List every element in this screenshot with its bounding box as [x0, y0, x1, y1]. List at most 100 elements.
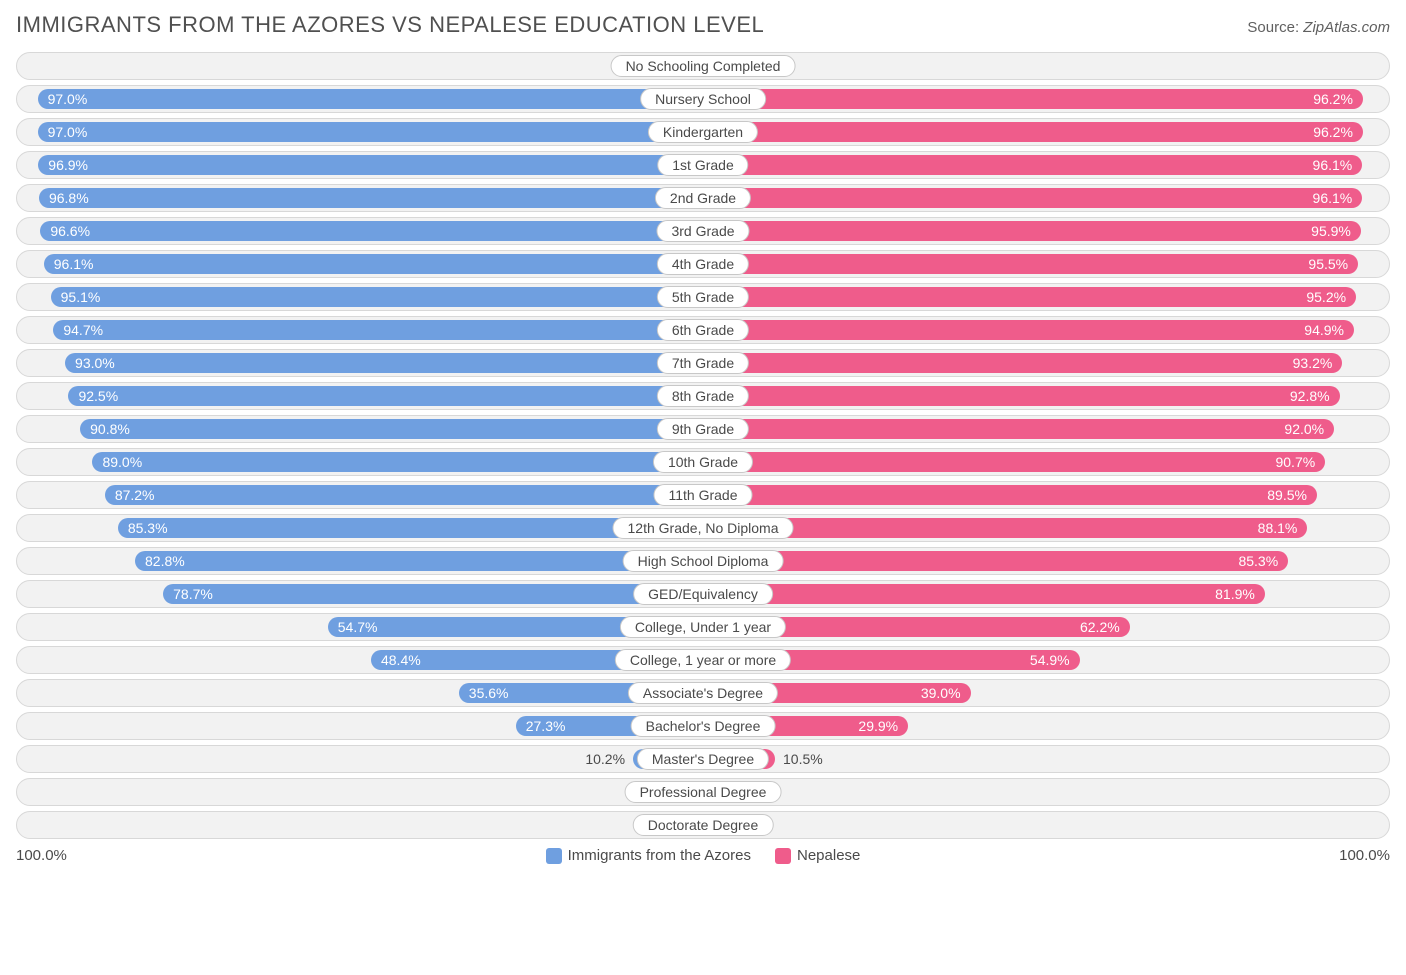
bar-left — [105, 485, 703, 505]
chart-row: 85.3%88.1%12th Grade, No Diploma — [16, 514, 1390, 542]
bar-left — [68, 386, 703, 406]
chart-row: 48.4%54.9%College, 1 year or more — [16, 646, 1390, 674]
legend-label-right: Nepalese — [797, 847, 860, 864]
legend-item-right: Nepalese — [775, 847, 860, 864]
value-right: 29.9% — [858, 718, 898, 734]
category-label: Kindergarten — [648, 121, 758, 143]
bar-right — [703, 188, 1362, 208]
value-right: 85.3% — [1238, 553, 1278, 569]
category-label: 4th Grade — [657, 253, 749, 275]
bar-right — [703, 155, 1362, 175]
chart-row: 96.1%95.5%4th Grade — [16, 250, 1390, 278]
chart-row: 3.0%3.8%No Schooling Completed — [16, 52, 1390, 80]
legend: Immigrants from the Azores Nepalese — [546, 847, 861, 864]
category-label: No Schooling Completed — [611, 55, 796, 77]
chart-row: 78.7%81.9%GED/Equivalency — [16, 580, 1390, 608]
bar-right — [703, 584, 1265, 604]
category-label: 10th Grade — [653, 451, 753, 473]
bar-right — [703, 254, 1358, 274]
chart-title: IMMIGRANTS FROM THE AZORES VS NEPALESE E… — [16, 12, 764, 38]
source-name: ZipAtlas.com — [1303, 19, 1390, 36]
value-left: 89.0% — [102, 454, 142, 470]
value-left: 10.2% — [585, 751, 625, 767]
value-right: 62.2% — [1080, 619, 1120, 635]
bar-left — [80, 419, 703, 439]
category-label: Nursery School — [640, 88, 766, 110]
category-label: Master's Degree — [637, 748, 769, 770]
category-label: High School Diploma — [623, 550, 784, 572]
bar-right — [703, 320, 1354, 340]
category-label: 9th Grade — [657, 418, 749, 440]
chart-row: 87.2%89.5%11th Grade — [16, 481, 1390, 509]
value-right: 96.2% — [1313, 91, 1353, 107]
value-left: 82.8% — [145, 553, 185, 569]
chart-row: 93.0% 93.2% 7th Grade — [16, 349, 1390, 377]
category-label: Doctorate Degree — [633, 814, 774, 836]
bar-left — [92, 452, 703, 472]
value-right: 96.2% — [1313, 124, 1353, 140]
bar-left — [38, 122, 703, 142]
category-label: 1st Grade — [657, 154, 748, 176]
source-label: Source: — [1247, 19, 1303, 36]
bar-right — [703, 353, 1342, 373]
chart-row: 92.5% 92.8% 8th Grade — [16, 382, 1390, 410]
value-right: 95.2% — [1306, 289, 1346, 305]
chart-row: 35.6% 39.0% Associate's Degree — [16, 679, 1390, 707]
value-right: 92.0% — [1284, 421, 1324, 437]
chart-row: 96.8%96.1%2nd Grade — [16, 184, 1390, 212]
category-label: College, Under 1 year — [620, 616, 786, 638]
bar-right — [703, 419, 1334, 439]
category-label: 5th Grade — [657, 286, 749, 308]
value-right: 95.5% — [1308, 256, 1348, 272]
value-right: 90.7% — [1275, 454, 1315, 470]
value-left: 48.4% — [381, 652, 421, 668]
chart-row: 97.0% 96.2% Nursery School — [16, 85, 1390, 113]
value-left: 85.3% — [128, 520, 168, 536]
bar-left — [44, 254, 703, 274]
chart-source: Source: ZipAtlas.com — [1247, 19, 1390, 36]
value-left: 94.7% — [63, 322, 103, 338]
bar-left — [135, 551, 703, 571]
category-label: 8th Grade — [657, 385, 749, 407]
bar-left — [39, 188, 703, 208]
axis-left-max: 100.0% — [16, 847, 67, 864]
value-left: 27.3% — [526, 718, 566, 734]
value-left: 54.7% — [338, 619, 378, 635]
value-left: 97.0% — [48, 91, 88, 107]
category-label: Bachelor's Degree — [631, 715, 776, 737]
chart-rows: 3.0%3.8%No Schooling Completed 97.0% 96.2%… — [16, 52, 1390, 839]
legend-label-left: Immigrants from the Azores — [568, 847, 751, 864]
bar-right — [703, 551, 1288, 571]
bar-left — [40, 221, 703, 241]
chart-row: 1.4%1.3%Doctorate Degree — [16, 811, 1390, 839]
category-label: Professional Degree — [625, 781, 782, 803]
value-left: 35.6% — [469, 685, 509, 701]
value-left: 78.7% — [173, 586, 213, 602]
chart-row: 54.7% 62.2% College, Under 1 year — [16, 613, 1390, 641]
category-label: 2nd Grade — [655, 187, 751, 209]
chart-row: 27.3% 29.9% Bachelor's Degree — [16, 712, 1390, 740]
chart-row: 89.0% 90.7% 10th Grade — [16, 448, 1390, 476]
bar-left — [53, 320, 703, 340]
bar-right — [703, 89, 1363, 109]
chart-row: 95.1%95.2%5th Grade — [16, 283, 1390, 311]
value-right: 39.0% — [921, 685, 961, 701]
bar-left — [51, 287, 703, 307]
value-right: 92.8% — [1290, 388, 1330, 404]
legend-swatch-left — [546, 848, 562, 864]
chart-row: 97.0%96.2%Kindergarten — [16, 118, 1390, 146]
value-right: 94.9% — [1304, 322, 1344, 338]
category-label: Associate's Degree — [628, 682, 778, 704]
value-right: 93.2% — [1293, 355, 1333, 371]
legend-swatch-right — [775, 848, 791, 864]
bar-right — [703, 221, 1361, 241]
value-right: 96.1% — [1313, 157, 1353, 173]
bar-left — [65, 353, 703, 373]
value-left: 96.8% — [49, 190, 89, 206]
value-left: 96.9% — [48, 157, 88, 173]
bar-right — [703, 287, 1356, 307]
value-left: 93.0% — [75, 355, 115, 371]
value-left: 92.5% — [78, 388, 118, 404]
axis-right-max: 100.0% — [1339, 847, 1390, 864]
category-label: 7th Grade — [657, 352, 749, 374]
